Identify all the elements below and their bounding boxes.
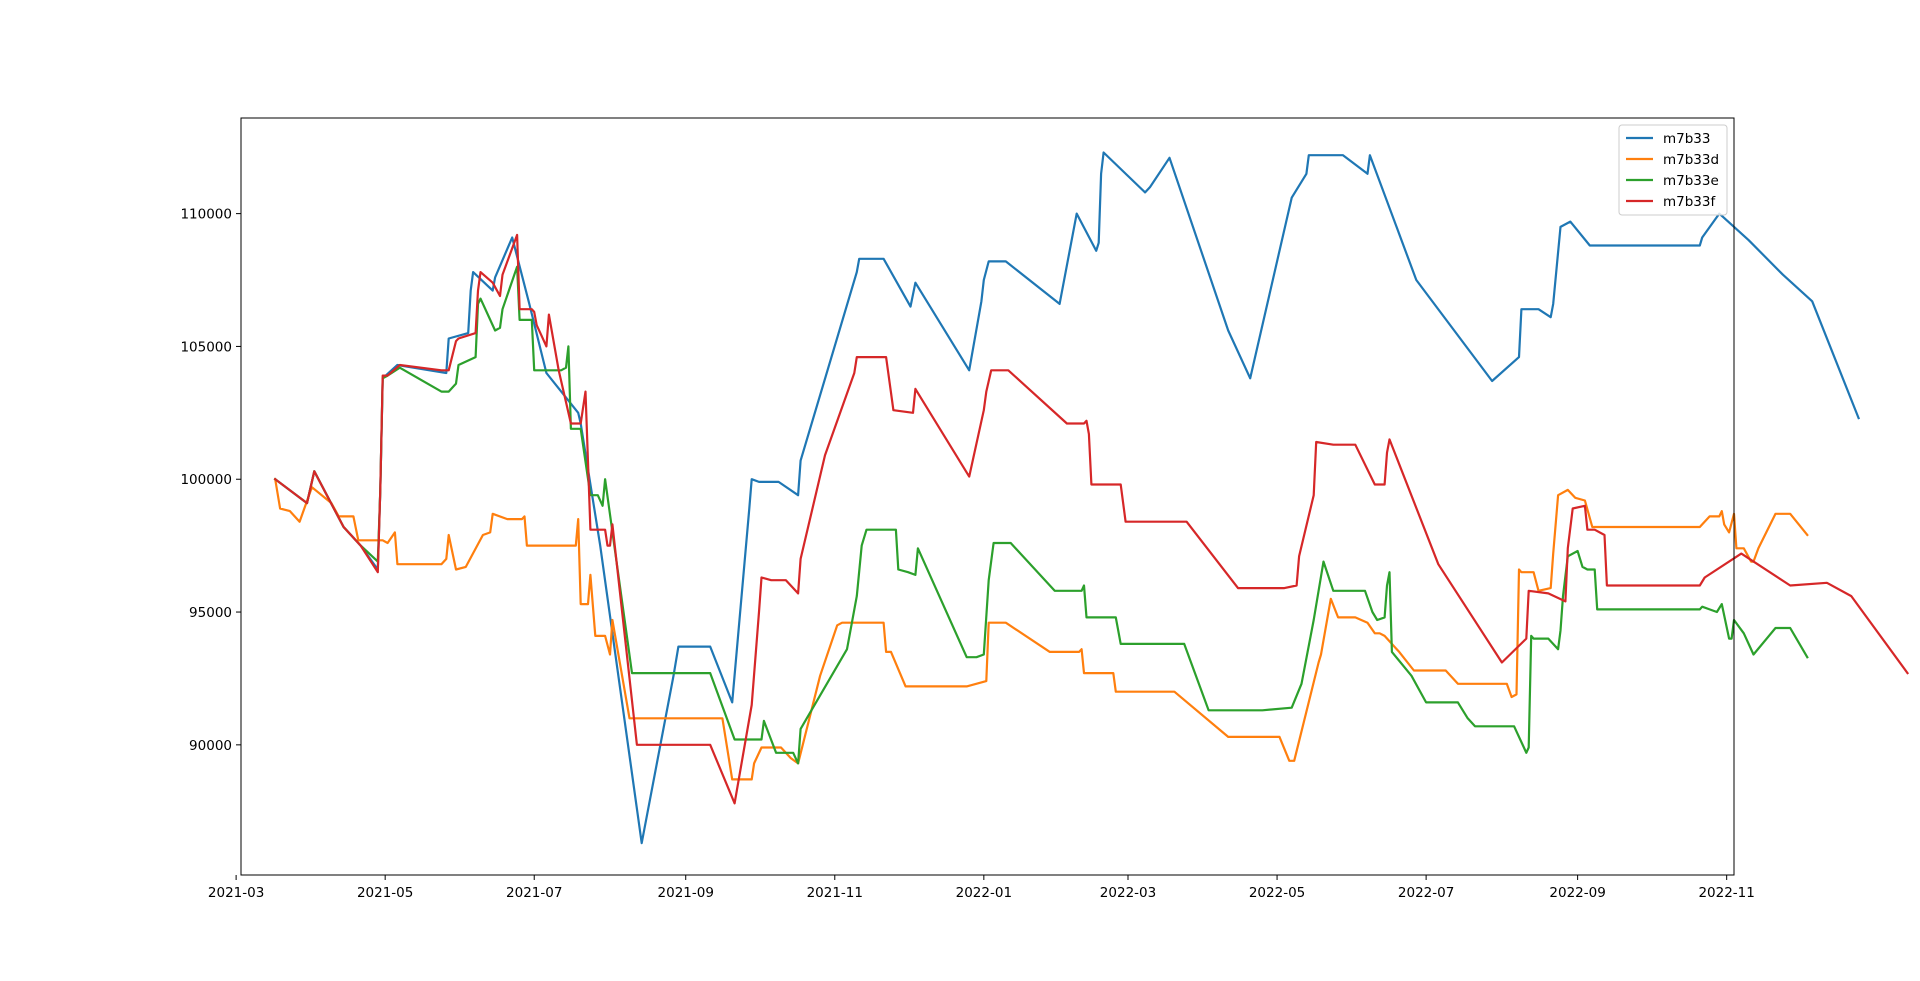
x-tick-label: 2021-05 bbox=[357, 885, 413, 901]
legend-label-m7b33d: m7b33d bbox=[1663, 152, 1719, 168]
y-tick-label: 110000 bbox=[180, 207, 232, 223]
legend: m7b33 m7b33d m7b33e m7b33f bbox=[1618, 124, 1728, 216]
x-tick-label: 2021-07 bbox=[506, 885, 562, 901]
x-axis: 2021-03 2021-05 2021-07 2021-09 2021-11 2022-… bbox=[208, 875, 1755, 901]
y-tick-label: 95000 bbox=[189, 605, 232, 621]
y-tick-label: 90000 bbox=[189, 738, 232, 754]
x-tick-label: 2022-09 bbox=[1549, 885, 1605, 901]
legend-box bbox=[1618, 124, 1728, 216]
legend-label-m7b33f: m7b33f bbox=[1663, 194, 1716, 210]
legend-label-m7b33: m7b33 bbox=[1663, 131, 1711, 147]
plot-frame bbox=[240, 117, 1735, 876]
x-tick-label: 2022-07 bbox=[1398, 885, 1454, 901]
series-line-m7b33 bbox=[273, 151, 1861, 845]
x-tick-label: 2022-05 bbox=[1249, 885, 1305, 901]
x-tick-label: 2022-11 bbox=[1698, 885, 1754, 901]
y-axis: 90000 95000 100000 105000 110000 bbox=[180, 207, 241, 754]
legend-label-m7b33e: m7b33e bbox=[1663, 173, 1719, 189]
y-tick-label: 100000 bbox=[180, 472, 232, 488]
series-layer bbox=[273, 151, 1910, 845]
x-tick-label: 2021-09 bbox=[658, 885, 714, 901]
series-line-m7b33e bbox=[273, 265, 1809, 765]
x-tick-label: 2021-03 bbox=[208, 885, 264, 901]
x-tick-label: 2022-01 bbox=[956, 885, 1012, 901]
series-line-m7b33f bbox=[273, 233, 1910, 805]
series-line-m7b33d bbox=[273, 477, 1809, 781]
x-tick-label: 2022-03 bbox=[1100, 885, 1156, 901]
y-tick-label: 105000 bbox=[180, 339, 232, 355]
x-tick-label: 2021-11 bbox=[807, 885, 863, 901]
